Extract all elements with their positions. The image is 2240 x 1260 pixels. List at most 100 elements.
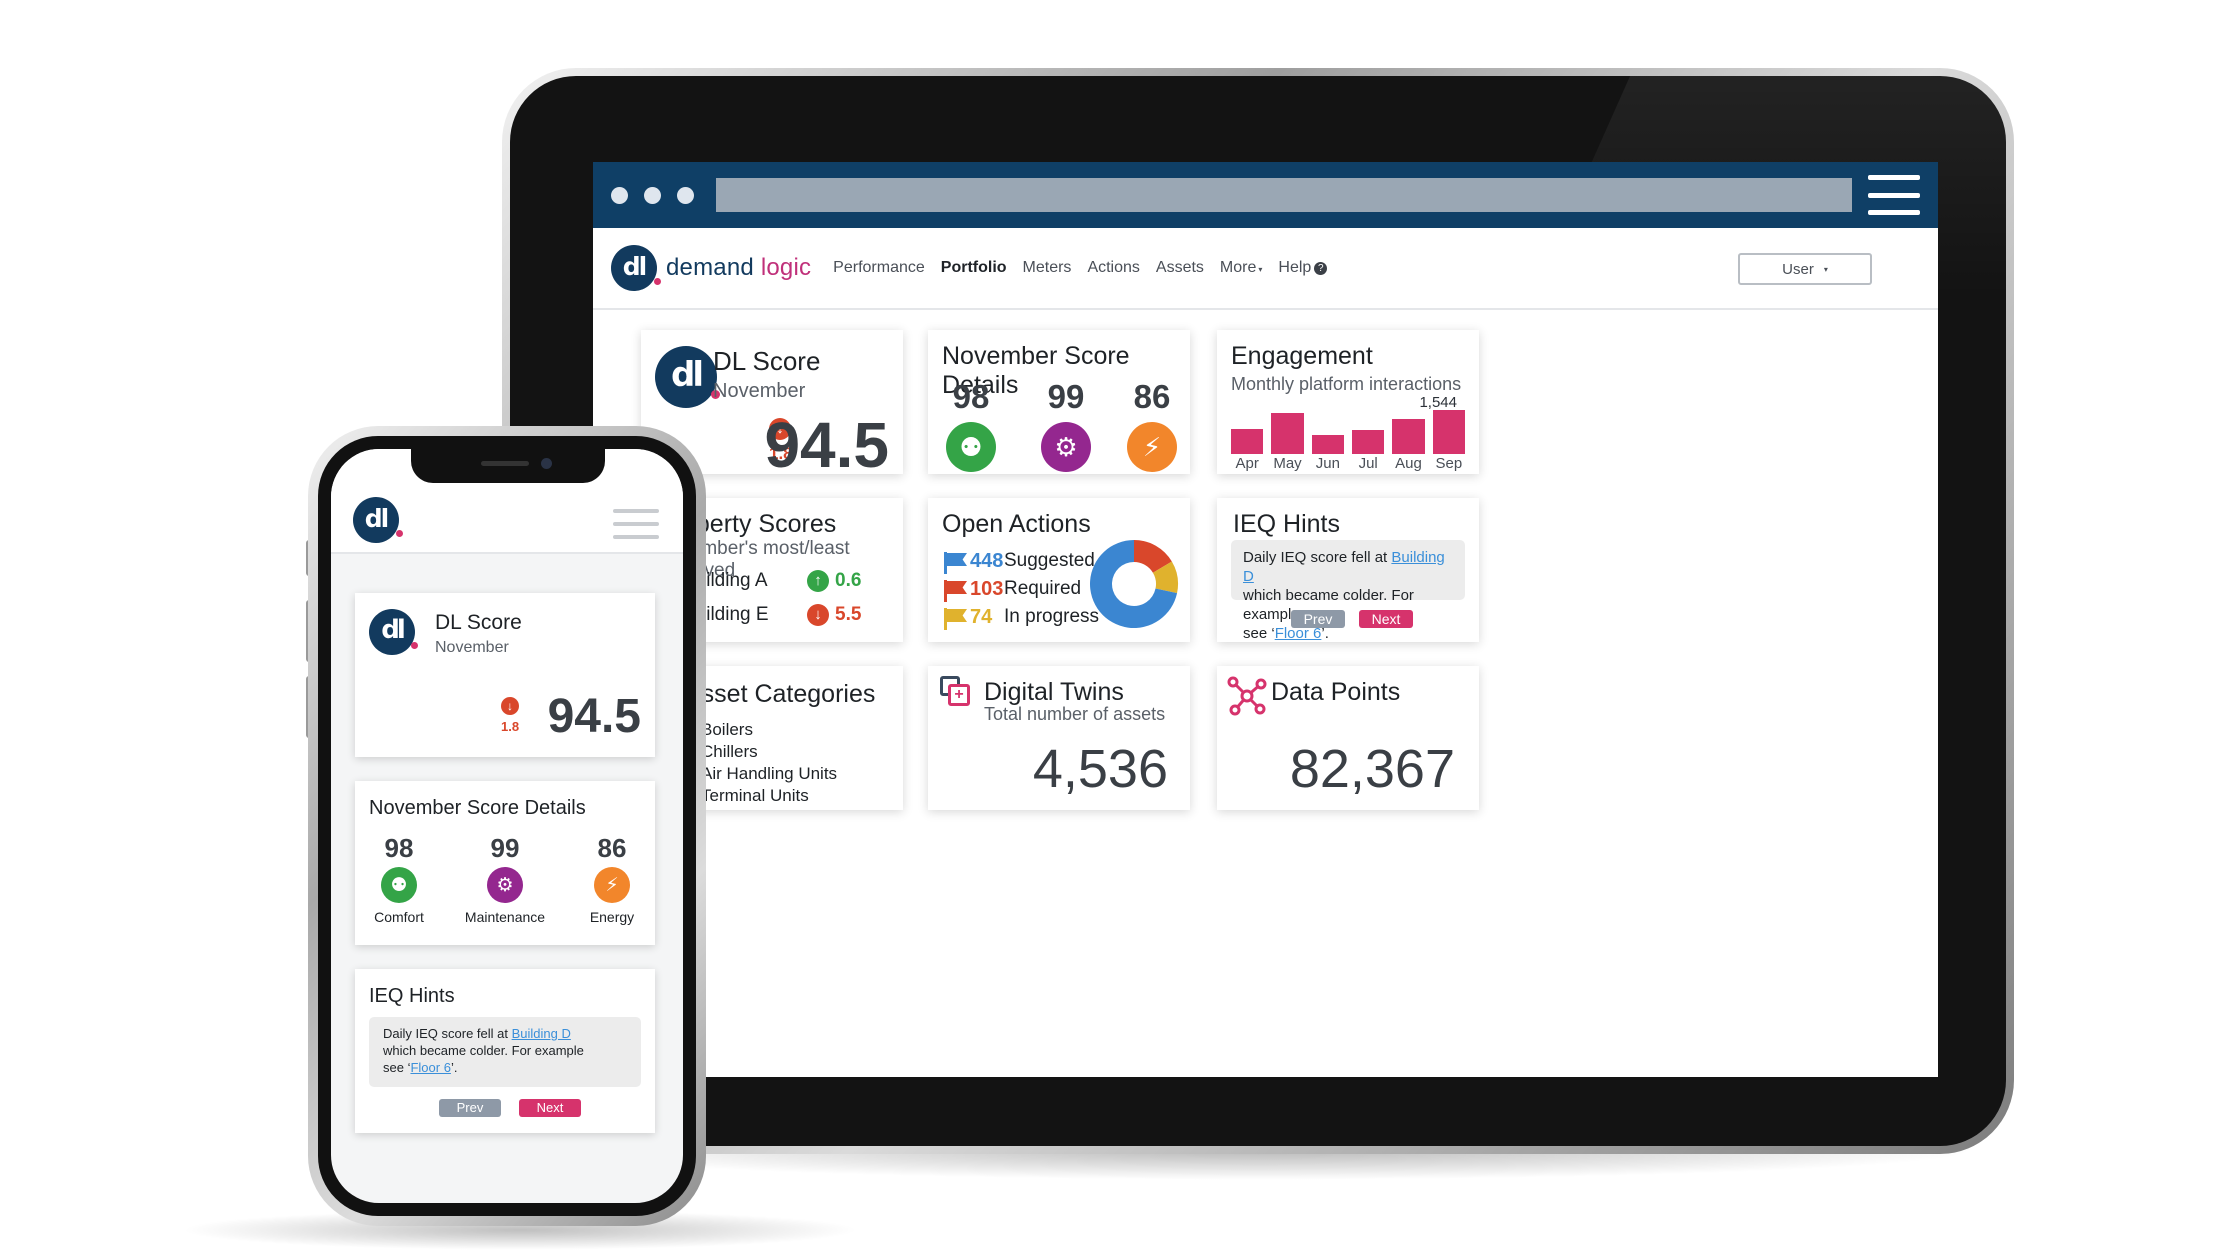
action-count-required: 103 bbox=[970, 578, 1004, 600]
building-d-link[interactable]: Building D bbox=[511, 1026, 571, 1041]
engagement-card[interactable]: Engagement Monthly platform interactions… bbox=[1217, 330, 1479, 474]
engine-icon: ⚙ bbox=[487, 867, 523, 903]
score-comfort-label: Comfort bbox=[374, 909, 424, 925]
donut-slice-in-progress[interactable] bbox=[1152, 561, 1178, 594]
hint-text: ’. bbox=[450, 1060, 458, 1075]
engagement-bar[interactable] bbox=[1311, 435, 1344, 454]
nav-actions[interactable]: Actions bbox=[1087, 259, 1140, 276]
logo-icon[interactable]: dl bbox=[353, 497, 403, 543]
ieq-hint-message: Daily IEQ score fell at Building D which… bbox=[369, 1017, 641, 1087]
building-d-link[interactable]: Building D bbox=[1243, 549, 1445, 585]
action-label-suggested[interactable]: Suggested bbox=[1004, 550, 1095, 571]
dl-score-value: 94.5 bbox=[764, 409, 889, 474]
engagement-bar[interactable] bbox=[1271, 413, 1304, 454]
hamburger-menu-icon[interactable] bbox=[613, 509, 659, 539]
nav-meters[interactable]: Meters bbox=[1022, 259, 1072, 276]
address-bar[interactable] bbox=[716, 178, 1852, 212]
nav-portfolio[interactable]: Portfolio bbox=[940, 259, 1007, 276]
lightning-icon: ⚡ bbox=[1127, 422, 1177, 472]
engagement-bar-chart: Apr May Jun Jul Aug Sep bbox=[1231, 410, 1465, 472]
engagement-bar[interactable] bbox=[1432, 410, 1465, 454]
floor-6-link[interactable]: Floor 6 bbox=[1274, 625, 1322, 642]
nav-performance[interactable]: Performance bbox=[833, 259, 925, 276]
asset-label[interactable]: Boilers bbox=[701, 720, 753, 739]
hint-text: see ‘ bbox=[383, 1060, 411, 1075]
donut-slice-suggested[interactable] bbox=[1090, 540, 1178, 628]
brand-logic: logic bbox=[760, 254, 812, 281]
window-dot-minimize[interactable] bbox=[644, 186, 661, 204]
asset-label[interactable]: Terminal Units bbox=[701, 786, 809, 805]
window-dot-close[interactable] bbox=[611, 186, 628, 204]
nav-more[interactable]: More ▾ bbox=[1220, 259, 1262, 277]
browser-menu-icon[interactable] bbox=[1868, 175, 1920, 215]
donut-slice-required[interactable] bbox=[1134, 540, 1172, 573]
caret-down-icon: ▾ bbox=[1823, 264, 1828, 274]
ieq-hints-card[interactable]: IEQ Hints Daily IEQ score fell at Buildi… bbox=[1217, 498, 1479, 642]
score-maintenance-label: Maintenance bbox=[464, 909, 546, 925]
engagement-subtitle: Monthly platform interactions bbox=[1231, 374, 1462, 394]
score-details-card[interactable]: November Score Details 98 ⚉ Comfort 99 ⚙… bbox=[928, 330, 1190, 474]
phone-dl-score-card[interactable]: dl DL Score November ↓ 1.8 94.5 bbox=[355, 593, 655, 757]
ieq-hint-message: Daily IEQ score fell at Building D which… bbox=[1231, 540, 1465, 642]
score-comfort[interactable]: 98 ⚉ Comfort bbox=[936, 378, 1006, 474]
phone-notch bbox=[411, 449, 605, 483]
hint-text: ’. bbox=[1321, 625, 1329, 642]
asset-label[interactable]: Air Handling Units bbox=[701, 764, 838, 783]
phone-ieq-hints-card[interactable]: IEQ Hints Daily IEQ score fell at Buildi… bbox=[355, 969, 655, 1133]
hint-text: Daily IEQ score fell at bbox=[1243, 549, 1392, 566]
score-energy[interactable]: 86 ⚡ Energy bbox=[577, 833, 647, 925]
engagement-month-label: Jun bbox=[1315, 455, 1340, 472]
asset-label[interactable]: Chillers bbox=[701, 742, 758, 761]
data-points-card[interactable]: Data Points 82,367 bbox=[1217, 666, 1479, 810]
tablet-device: dl demand logic Performance Portfolio Me… bbox=[502, 68, 2014, 1154]
nav-links: Performance Portfolio Meters Actions Ass… bbox=[833, 259, 1328, 277]
engagement-bar[interactable] bbox=[1352, 430, 1385, 454]
next-button[interactable]: Next bbox=[1359, 610, 1413, 628]
score-energy-value: 86 bbox=[1133, 378, 1171, 415]
score-maintenance[interactable]: 99 ⚙ Maintenance bbox=[453, 833, 557, 925]
question-icon: ? bbox=[1314, 262, 1328, 275]
logo-icon[interactable]: dl bbox=[611, 245, 661, 291]
nav-more-label: More bbox=[1219, 259, 1257, 276]
tablet-bezel: dl demand logic Performance Portfolio Me… bbox=[510, 76, 2006, 1146]
phone-dl-score-value: 94.5 bbox=[547, 690, 641, 743]
score-comfort[interactable]: 98 ⚉ Comfort bbox=[361, 833, 437, 925]
prev-button[interactable]: Prev bbox=[1291, 610, 1345, 628]
digital-twins-subtitle: Total number of assets bbox=[984, 704, 1166, 724]
data-points-count: 82,367 bbox=[1289, 739, 1455, 799]
nav-assets[interactable]: Assets bbox=[1155, 259, 1204, 276]
caret-down-icon: ▾ bbox=[1258, 265, 1263, 274]
action-label-in-progress[interactable]: In progress bbox=[1004, 606, 1100, 627]
window-dot-maximize[interactable] bbox=[677, 186, 694, 204]
tablet-screen: dl demand logic Performance Portfolio Me… bbox=[593, 162, 1938, 1077]
phone-score-details-card[interactable]: November Score Details 98 ⚉ Comfort 99 ⚙… bbox=[355, 781, 655, 945]
score-comfort-value: 98 bbox=[384, 833, 414, 863]
browser-bar bbox=[593, 162, 1938, 228]
digital-twins-card[interactable]: + Digital Twins Total number of assets 4… bbox=[928, 666, 1190, 810]
network-icon bbox=[1227, 676, 1267, 716]
flag-icon bbox=[944, 552, 968, 574]
nav-help-label: Help bbox=[1278, 259, 1312, 276]
user-menu-button[interactable]: User ▾ bbox=[1738, 253, 1872, 285]
engagement-bar[interactable] bbox=[1231, 429, 1264, 454]
arrow-down-icon: ↓ bbox=[807, 604, 829, 626]
prev-button[interactable]: Prev bbox=[439, 1099, 501, 1117]
phone-dl-score-delta: 1.8 bbox=[501, 719, 520, 734]
score-energy-label: Energy bbox=[589, 909, 635, 925]
score-energy[interactable]: 86 ⚡ Energy bbox=[1120, 378, 1184, 474]
engagement-bar[interactable] bbox=[1392, 419, 1425, 454]
action-label-required[interactable]: Required bbox=[1004, 578, 1082, 599]
score-maintenance[interactable]: 99 ⚙ Maintenance bbox=[1018, 378, 1114, 474]
phone-screen: dl dl DL Score November ↓ 1.8 94.5 Novem… bbox=[331, 449, 683, 1203]
engagement-max-label: 1,544 bbox=[1419, 394, 1457, 411]
next-button[interactable]: Next bbox=[519, 1099, 581, 1117]
brand-name[interactable]: demand logic bbox=[666, 254, 811, 282]
open-actions-card[interactable]: Open Actions 448 Suggested 103 Required … bbox=[928, 498, 1190, 642]
nav-help[interactable]: Help? bbox=[1278, 259, 1328, 277]
people-icon: ⚉ bbox=[946, 422, 996, 472]
dl-score-card[interactable]: dl DL Score November ↓ 1.8 94.5 bbox=[641, 330, 903, 474]
arrow-up-icon: ↑ bbox=[807, 570, 829, 592]
hint-text: see ‘ bbox=[1243, 625, 1275, 642]
floor-6-link[interactable]: Floor 6 bbox=[410, 1060, 451, 1075]
score-comfort-value: 98 bbox=[952, 378, 990, 415]
